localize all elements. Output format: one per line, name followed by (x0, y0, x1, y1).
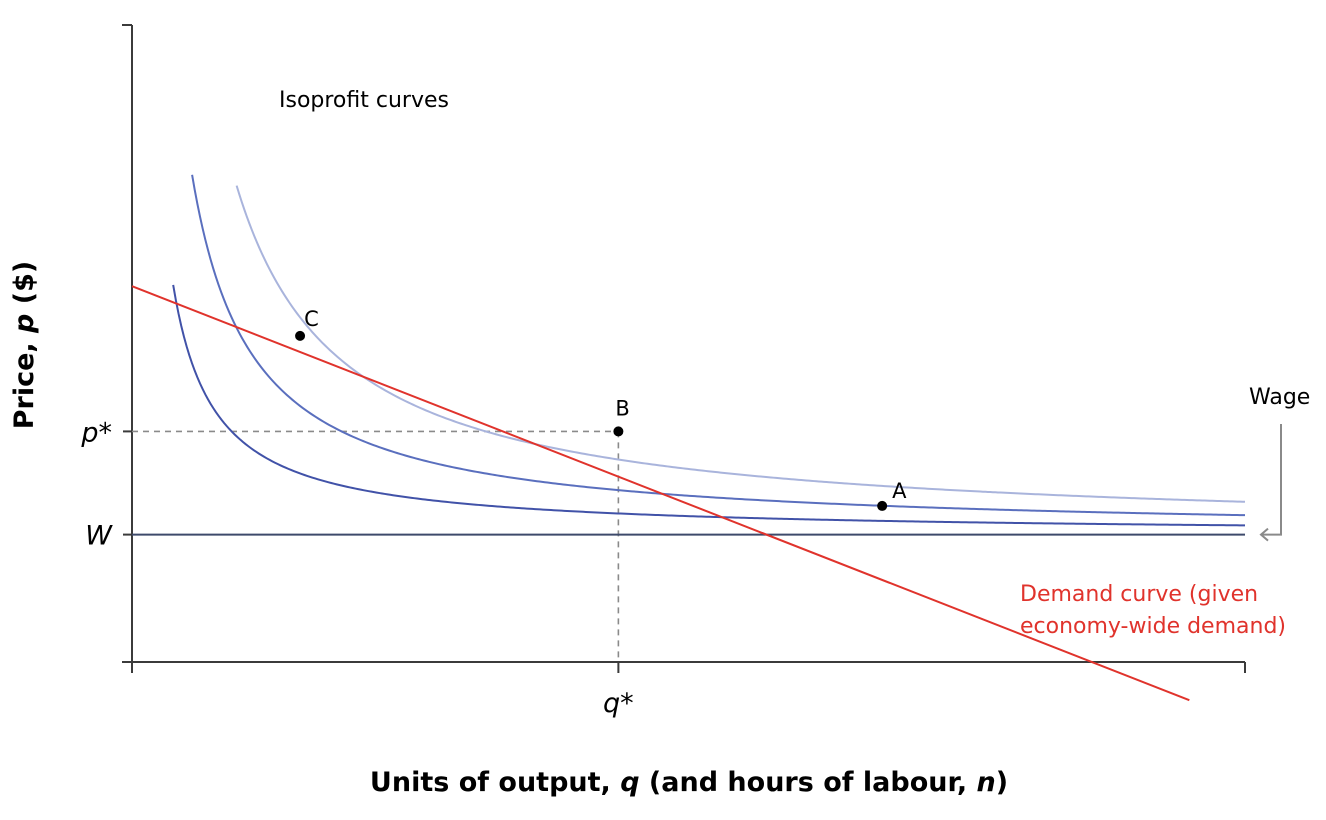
point-label-a: A (892, 479, 907, 503)
x-tick-label: q* (603, 688, 634, 719)
isoprofit-curve-2 (191, 174, 1246, 517)
wage-arrow (1262, 424, 1282, 536)
y-tick-label: p* (80, 417, 112, 448)
isoprofit-curve-1 (235, 185, 1246, 503)
demand-annotation-line1: Demand curve (given (1020, 582, 1258, 607)
x-axis-title: Units of output, q (and hours of labour,… (370, 767, 1008, 798)
point-label-b: B (615, 396, 629, 420)
point-c (295, 330, 306, 341)
y-axis-title: Price, p ($) (9, 261, 40, 430)
axes (122, 24, 1246, 673)
point-a (877, 500, 888, 511)
wage-annotation: Wage (1249, 385, 1310, 410)
wage-arrowhead (1259, 527, 1269, 542)
demand-curve (131, 285, 1190, 702)
demand-annotation-line2: economy-wide demand) (1020, 614, 1286, 639)
point-label-c: C (304, 307, 319, 331)
chart-marks: q* p* W C B A (80, 174, 1282, 719)
point-b (613, 426, 624, 437)
y-tick-label: W (85, 521, 113, 552)
isoprofit-annotation: Isoprofit curves (279, 88, 449, 113)
isoprofit-curve-3 (172, 284, 1246, 527)
